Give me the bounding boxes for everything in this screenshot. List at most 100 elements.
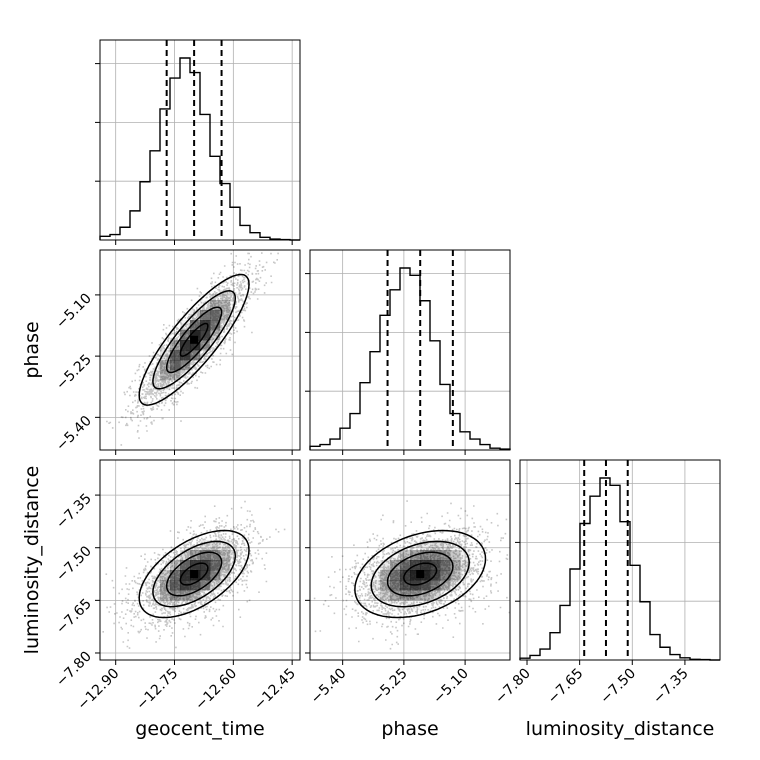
density-cell <box>180 560 191 571</box>
density-cell <box>200 560 211 571</box>
density-cell <box>170 360 181 371</box>
density-cell <box>210 570 221 581</box>
density-cell <box>180 340 191 351</box>
x-tick-label: −7.50 <box>597 666 639 708</box>
contour-level <box>165 306 223 374</box>
density-cell <box>170 560 181 571</box>
panel-frame <box>99 459 301 661</box>
density-cell <box>390 560 401 571</box>
density-cell <box>190 580 201 591</box>
density-cell <box>210 330 221 341</box>
density-cell <box>200 550 211 561</box>
contours <box>138 273 250 406</box>
density-cell <box>220 290 231 301</box>
y-ticks-luminosity-distance: −7.80 −7.65 −7.50 −7.35 <box>53 491 100 690</box>
x-tick-label: −12.75 <box>133 666 181 714</box>
density-cell <box>220 300 231 311</box>
density-cell <box>390 580 401 591</box>
y-tick-label: −7.65 <box>53 596 95 638</box>
density-cell <box>220 540 231 551</box>
density-cell <box>400 580 411 591</box>
density-cell <box>390 570 401 581</box>
x-tick-label: −5.10 <box>430 666 472 708</box>
density-cell <box>390 590 401 601</box>
density-cell <box>460 550 471 561</box>
contour-level <box>386 551 454 597</box>
mode-marker <box>190 570 199 579</box>
x-tick-label: −12.60 <box>192 666 240 714</box>
y-tick-label: −5.25 <box>53 352 95 394</box>
y-ticks-phase: −5.40 −5.25 −5.10 <box>53 290 100 455</box>
density-cell <box>160 360 171 371</box>
density-cell <box>420 550 431 561</box>
x-tick-label: −7.35 <box>650 666 692 708</box>
density-cell <box>400 600 411 611</box>
density-cell <box>400 560 411 571</box>
y-tick-label: −7.80 <box>53 648 95 690</box>
panel-frame <box>309 459 511 661</box>
y-tick-label: −5.10 <box>53 290 95 332</box>
density-cell <box>430 540 441 551</box>
density-cell <box>440 540 451 551</box>
density-cell <box>450 570 461 581</box>
panel-frame <box>99 39 301 241</box>
density-cell <box>220 570 231 581</box>
density-cell <box>380 560 391 571</box>
panel-frame <box>99 249 301 451</box>
y-tick-label: −5.40 <box>53 413 95 455</box>
density-cell <box>450 580 461 591</box>
density-cell <box>180 320 191 331</box>
density-cell <box>440 580 451 591</box>
density-cell <box>220 550 231 561</box>
density-cell <box>370 590 380 600</box>
density-cell <box>440 560 451 571</box>
density-cell <box>160 580 171 591</box>
density-cell <box>190 590 201 601</box>
contour-level <box>138 273 250 406</box>
density-cell <box>200 310 211 321</box>
density-cell <box>210 320 221 331</box>
density-cell <box>190 310 201 321</box>
histogram-phase <box>309 267 511 450</box>
density-cell <box>380 570 391 581</box>
density-cell <box>160 380 171 391</box>
x-ticks-phase <box>342 450 466 455</box>
histogram-panel-geocent-time <box>95 39 301 241</box>
x-ticks-geocent-time: −12.90 −12.75 −12.60 −12.45 <box>75 660 299 713</box>
scatter-panel-luminosity-distance-vs-phase <box>309 459 511 661</box>
density-cell <box>210 580 221 591</box>
contour-level <box>403 562 438 586</box>
density-cell <box>190 320 201 331</box>
density-cell <box>210 300 221 311</box>
histogram-panel-luminosity-distance <box>515 459 721 661</box>
contour-level <box>354 529 487 619</box>
contours <box>354 529 487 619</box>
density-cell <box>180 550 191 561</box>
density-cell <box>180 330 191 341</box>
x-tick-label: −7.65 <box>545 666 587 708</box>
density-cell <box>420 590 431 601</box>
density-cell <box>210 310 221 321</box>
y-ticks-luminosity-distance <box>305 494 310 654</box>
density-cell <box>420 580 431 591</box>
density-cell <box>160 570 171 581</box>
panel-content <box>310 460 510 660</box>
histogram-panel-phase <box>305 249 511 451</box>
contour-level <box>152 540 237 608</box>
density-cell <box>380 580 391 591</box>
mode-marker <box>190 335 199 344</box>
density-cell <box>420 540 431 551</box>
x-ticks-geocent-time <box>115 450 293 455</box>
axis-labels: geocent_time phase luminosity_distance p… <box>21 321 714 740</box>
x-tick-label: −12.45 <box>251 666 299 714</box>
density-cell <box>450 560 461 571</box>
density-cell <box>420 570 431 581</box>
contour-level <box>370 540 470 608</box>
density-cell <box>170 580 181 591</box>
density-cell <box>390 550 401 561</box>
contour-level <box>152 290 237 390</box>
density-cell <box>210 550 221 561</box>
density-cell <box>160 350 171 361</box>
x-axis-label-geocent-time: geocent_time <box>135 718 264 740</box>
density-cell <box>160 370 171 381</box>
